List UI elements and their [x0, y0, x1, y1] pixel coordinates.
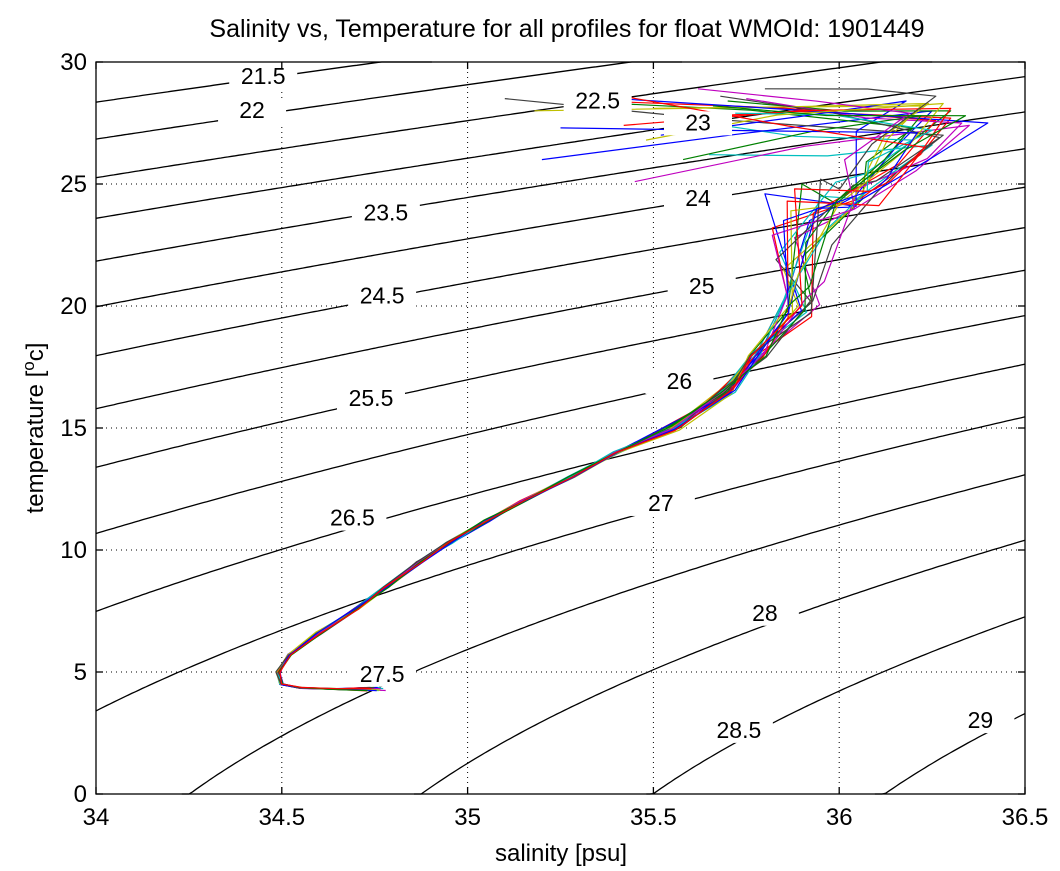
isopycnal-contours	[95, 61, 1026, 795]
isopycnal-contour-line	[95, 111, 1026, 262]
contour-label-background	[348, 284, 417, 309]
contour-label-background	[663, 111, 732, 136]
contour-label: 27	[648, 490, 674, 516]
y-axis-label-main: temperature [	[22, 370, 49, 513]
x-tick-label: 34	[83, 804, 110, 831]
contour-label-background	[704, 718, 773, 743]
x-tick-label: 34.5	[258, 804, 305, 831]
isopycnal-contour-line	[95, 75, 1026, 219]
isopycnal-contour-line	[95, 226, 1026, 410]
profile-line	[279, 93, 926, 690]
plot-grid	[96, 62, 1025, 794]
y-axis-label-superscript: o	[19, 361, 38, 370]
isopycnal-contour-line	[95, 314, 1026, 535]
y-tick-label: 0	[74, 781, 87, 808]
contour-label-background	[336, 387, 405, 412]
y-axis-label: temperature [oc]	[19, 343, 49, 514]
y-tick-label: 15	[60, 415, 87, 442]
y-tick-label: 20	[60, 293, 87, 320]
contour-label: 24	[685, 185, 711, 211]
contour-label-background	[351, 201, 420, 226]
isopycnal-contour-line	[95, 61, 682, 140]
isopycnal-contour-line	[95, 148, 1026, 308]
x-tick-label: 35.5	[630, 804, 677, 831]
y-tick-label: 30	[60, 49, 87, 76]
contour-label: 21.5	[241, 63, 286, 89]
contour-label-background	[626, 491, 695, 516]
profile-lines	[275, 88, 989, 692]
y-axis-label-end: c]	[22, 343, 49, 362]
contour-label: 25.5	[349, 385, 394, 411]
contour-label: 25	[689, 273, 715, 299]
y-tick-label: 5	[74, 659, 87, 686]
isopycnal-contour-line	[95, 416, 1026, 712]
isopycnal-contour-line	[646, 616, 1026, 795]
x-tick-label: 35	[454, 804, 481, 831]
contour-label: 23	[685, 109, 711, 135]
y-axis: 0 5 10 15 20 25 30	[60, 49, 1025, 808]
x-tick-label: 36.5	[1002, 804, 1049, 831]
y-tick-label: 25	[60, 171, 87, 198]
y-tick-label: 10	[60, 537, 87, 564]
x-tick-label: 36	[826, 804, 853, 831]
contour-label-background	[318, 506, 387, 531]
x-axis: 34 34.5 35 35.5 36 36.5	[83, 62, 1049, 831]
contour-label-background	[218, 99, 287, 124]
contour-labels: 21.5 22 22.5 23 23.5 24 24.5 25 25.5 26 26.5 27 27.5…	[218, 63, 1015, 743]
isopycnal-contour-line	[414, 539, 1026, 795]
chart-title: Salinity vs, Temperature for all profile…	[209, 15, 924, 43]
contour-label: 22	[239, 97, 265, 123]
contour-label: 26.5	[330, 505, 375, 531]
isopycnal-contour-line	[95, 363, 1026, 613]
contour-label: 22.5	[575, 87, 620, 113]
isopycnal-contour-line	[95, 269, 1026, 468]
isopycnal-contour-line	[95, 186, 1026, 357]
contour-label-background	[229, 64, 298, 89]
contour-label-background	[348, 662, 417, 687]
contour-label: 27.5	[360, 661, 405, 687]
contour-label: 23.5	[363, 200, 408, 226]
contour-label-background	[730, 601, 799, 626]
contour-label-background	[667, 274, 736, 299]
contour-label: 28	[752, 600, 778, 626]
isopycnal-contour-line	[181, 474, 1026, 795]
contour-label: 24.5	[360, 283, 405, 309]
contour-label-background	[645, 369, 714, 394]
contour-label-background	[946, 709, 1015, 734]
isopycnal-contour-line	[95, 61, 933, 179]
contour-label-background	[663, 186, 732, 211]
contour-label: 28.5	[716, 717, 761, 743]
x-axis-label: salinity [psu]	[495, 840, 627, 867]
contour-label-background	[563, 89, 632, 114]
contour-label: 29	[968, 707, 994, 733]
contour-label: 26	[667, 368, 693, 394]
